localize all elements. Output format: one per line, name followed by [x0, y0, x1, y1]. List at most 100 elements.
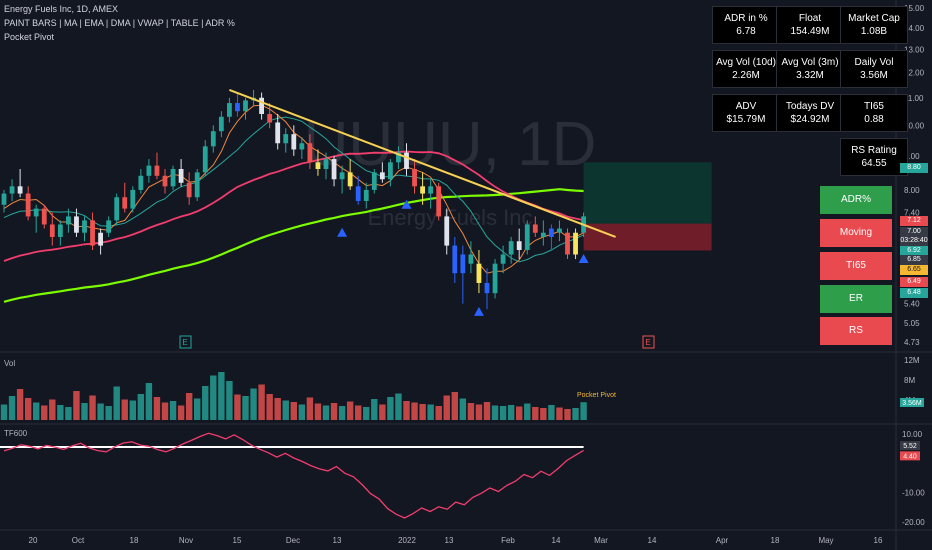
candle-body: [565, 232, 570, 255]
stop-zone: [583, 223, 712, 251]
volume-bar: [580, 402, 587, 420]
candle-body: [524, 224, 530, 251]
volume-bar: [81, 403, 88, 420]
volume-bar: [572, 408, 579, 420]
stats-cell-label: Todays DV: [785, 101, 835, 112]
candle-body: [315, 162, 321, 169]
indicators-line[interactable]: PAINT BARS | MA | EMA | DMA | VWAP | TAB…: [4, 18, 235, 28]
tf600-tag-label: 4.40: [903, 453, 917, 460]
price-tick-label: 8.00: [904, 186, 920, 195]
time-tick-label: Feb: [501, 536, 515, 545]
time-tick-label: 18: [771, 536, 780, 545]
candle-body: [130, 189, 136, 209]
side-button-rs[interactable]: RS: [820, 317, 892, 345]
volume-bar: [218, 372, 225, 420]
price-tag: 6.92: [900, 246, 928, 256]
volume-bar: [427, 404, 434, 420]
pocket-pivot-legend[interactable]: Pocket Pivot: [4, 32, 55, 42]
volume-bar: [16, 389, 24, 420]
pivot-triangle: [473, 306, 484, 316]
candle-body: [283, 134, 289, 144]
volume-bar: [153, 397, 161, 420]
stats-cell: Market Cap 1.08B: [840, 6, 908, 44]
candle-body: [299, 143, 305, 150]
time-tick-label: 14: [648, 536, 657, 545]
candle-body: [532, 224, 538, 233]
candle-body: [557, 228, 562, 233]
symbol-line: Energy Fuels Inc, 1D, AMEX: [4, 4, 119, 14]
volume-bar: [564, 409, 571, 420]
volume-bar: [371, 399, 378, 420]
candle-body: [549, 228, 554, 237]
tf600-line: [3, 432, 584, 519]
candle-body: [57, 224, 63, 237]
ema-teal-line: [3, 116, 584, 263]
tf600-label: TF600: [4, 429, 28, 438]
volume-bar: [483, 402, 491, 420]
price-tick-label: 5.40: [904, 300, 920, 309]
earnings-marker-label: E: [182, 338, 187, 347]
side-button-moving-averages[interactable]: Moving Averages: [820, 219, 892, 266]
side-button-adr-[interactable]: ADR%: [820, 186, 892, 214]
candle-body: [363, 189, 369, 201]
volume-bar: [129, 400, 136, 420]
stats-cell-label: ADV: [735, 101, 757, 112]
stats-cell-value: 6.78: [736, 26, 756, 37]
candle-body: [420, 186, 425, 194]
price-tick-label: 12.00: [904, 69, 925, 78]
candle-body: [74, 216, 79, 233]
volume-bar: [516, 406, 523, 420]
candle-body: [122, 197, 128, 209]
stats-cell-label: RS Rating: [851, 145, 897, 156]
volume-bar: [355, 405, 362, 420]
price-tag: 6.85: [900, 255, 928, 265]
candle-body: [436, 186, 442, 217]
candle-body: [500, 254, 506, 264]
volume-bar: [507, 405, 515, 420]
price-tag: 6.48: [900, 288, 928, 298]
candle-body: [516, 241, 522, 251]
ma-long-line: [3, 188, 584, 303]
volume-bar: [282, 400, 289, 420]
candle-body: [178, 168, 184, 183]
stats-cell: TI65 0.88: [840, 94, 908, 132]
stats-cell-value: 1.08B: [860, 26, 888, 37]
candle-body: [492, 263, 498, 294]
candle-body: [508, 241, 514, 255]
price-tick-label: 13.00: [904, 45, 925, 54]
side-button-er[interactable]: ER: [820, 285, 892, 313]
tf600-tick-label: 10.00: [902, 430, 923, 439]
volume-bar: [226, 381, 233, 420]
side-button-ti65[interactable]: TI65: [820, 252, 892, 280]
volume-bar: [548, 405, 555, 420]
time-tick-label: Oct: [72, 536, 85, 545]
candle-body: [218, 116, 224, 132]
volume-bar: [290, 402, 297, 420]
volume-bar: [33, 402, 40, 420]
pivot-triangle: [337, 227, 348, 237]
candle-body: [347, 172, 353, 187]
volume-bar: [451, 392, 458, 420]
volume-bar: [459, 398, 467, 420]
candle-body: [146, 165, 152, 176]
price-tag: 7.12: [900, 216, 928, 226]
volume-bar: [322, 405, 330, 420]
volume-bar: [419, 404, 426, 420]
volume-bar: [185, 393, 193, 420]
stats-cell-value: 0.88: [864, 114, 884, 125]
pivot-triangle: [401, 199, 412, 209]
volume-bar: [298, 404, 306, 420]
target-zone: [583, 162, 712, 224]
candle-body: [307, 143, 313, 163]
candle-body: [235, 103, 240, 112]
pivot-triangle: [578, 254, 589, 264]
candle-body: [25, 193, 31, 217]
time-tick-label: 2022: [398, 536, 416, 545]
volume-last-tag-label: 3.56M: [902, 400, 922, 407]
volume-bar: [242, 396, 249, 420]
candle-body: [90, 220, 95, 246]
candle-body: [9, 186, 15, 194]
stats-cell-value: 64.55: [861, 158, 887, 169]
candle-body: [476, 263, 482, 283]
